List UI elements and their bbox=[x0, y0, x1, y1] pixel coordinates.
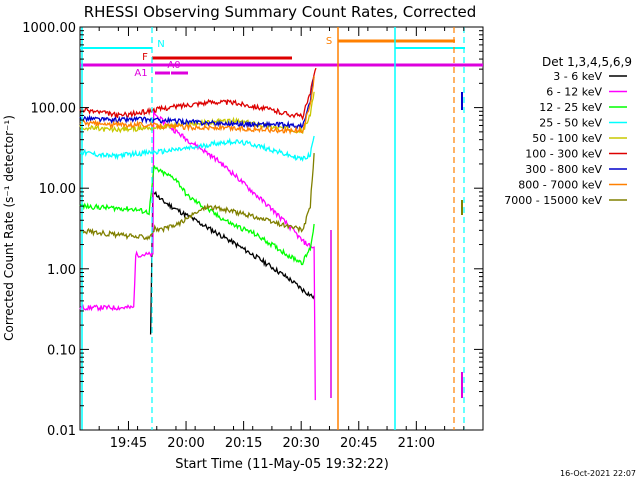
series-line-0 bbox=[149, 190, 315, 335]
legend-entry-label: 12 - 25 keV bbox=[539, 101, 602, 114]
flag-label-a1: A1 bbox=[134, 68, 147, 79]
flags-layer: NF A1 A0 S bbox=[80, 27, 483, 430]
flag-label-a0: A0 bbox=[167, 60, 180, 71]
y-tick-label: 1.00 bbox=[47, 263, 76, 278]
x-tick-label: 20:45 bbox=[340, 436, 377, 451]
series-line-2 bbox=[79, 165, 315, 266]
legend: Det 1,3,4,5,6,9 3 - 6 keV 6 - 12 keV 12 - … bbox=[504, 55, 632, 207]
y-tick-label: 0.10 bbox=[47, 343, 76, 358]
y-tick-label: 0.01 bbox=[47, 424, 76, 439]
legend-entry-label: 25 - 50 keV bbox=[539, 117, 602, 130]
x-tick-label: 21:00 bbox=[398, 436, 435, 451]
legend-entry-label: 800 - 7000 keV bbox=[518, 179, 602, 192]
legend-title: Det 1,3,4,5,6,9 bbox=[542, 55, 632, 69]
series-line-8 bbox=[79, 153, 315, 241]
flag-label-f: F bbox=[142, 52, 148, 63]
series-line-7 bbox=[79, 76, 315, 135]
legend-entry-label: 7000 - 15000 keV bbox=[504, 194, 602, 207]
axes-layer: 0.01 0.10 1.00 10.00 100.00 1000.00 19:45 20:00… bbox=[22, 21, 484, 451]
x-tick-label: 20:30 bbox=[282, 436, 319, 451]
chart-title: RHESSI Observing Summary Count Rates, Co… bbox=[84, 3, 477, 21]
legend-entry-label: 3 - 6 keV bbox=[553, 70, 602, 83]
series-layer bbox=[79, 67, 317, 401]
x-tick-label: 20:15 bbox=[225, 436, 262, 451]
y-tick-label: 100.00 bbox=[31, 102, 77, 117]
series-line-3 bbox=[79, 135, 315, 162]
flag-label-s: S bbox=[326, 36, 332, 47]
legend-entry-label: 6 - 12 keV bbox=[546, 86, 602, 99]
flag-label-n: N bbox=[157, 39, 164, 50]
legend-entry-label: 100 - 300 keV bbox=[525, 148, 602, 161]
plot-frame bbox=[79, 26, 484, 431]
y-tick-label: 1000.00 bbox=[22, 21, 76, 36]
timestamp: 16-Oct-2021 22:07 bbox=[560, 469, 636, 478]
x-tick-label: 19:45 bbox=[110, 436, 147, 451]
series-line-5 bbox=[79, 67, 317, 121]
legend-entry-label: 50 - 100 keV bbox=[532, 132, 602, 145]
legend-entry-label: 300 - 800 keV bbox=[525, 163, 602, 176]
y-tick-label: 10.00 bbox=[39, 182, 76, 197]
x-axis-label: Start Time (11-May-05 19:32:22) bbox=[175, 457, 389, 472]
series-line-6 bbox=[79, 77, 315, 130]
series-line-1 bbox=[79, 110, 316, 401]
y-axis-label: Corrected Count Rate (s⁻¹ detector⁻¹) bbox=[2, 115, 16, 341]
x-tick-label: 20:00 bbox=[167, 436, 204, 451]
